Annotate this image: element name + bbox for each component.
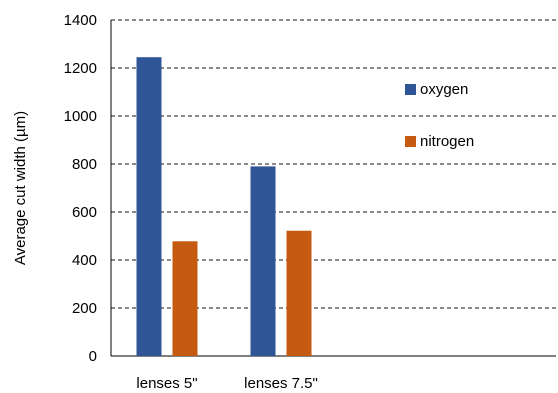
y-tick-label: 1000 <box>64 108 97 125</box>
bar-oxygen-2 <box>250 166 276 356</box>
x-tick-label: lenses 5" <box>136 375 197 392</box>
y-tick-label: 400 <box>72 252 97 269</box>
legend-label-nitrogen: nitrogen <box>420 133 474 150</box>
bar-nitrogen-2 <box>286 230 312 356</box>
x-tick-labels: lenses 5" lenses 7.5" <box>136 375 317 392</box>
x-tick-label: lenses 7.5" <box>244 375 318 392</box>
y-tick-label: 1200 <box>64 60 97 77</box>
legend-label-oxygen: oxygen <box>420 81 468 98</box>
legend: oxygen nitrogen <box>405 81 474 150</box>
legend-swatch-nitrogen <box>405 136 416 147</box>
y-tick-label: 1400 <box>64 12 97 29</box>
legend-swatch-oxygen <box>405 84 416 95</box>
y-tick-label: 800 <box>72 156 97 173</box>
y-tick-labels: 0 200 400 600 800 1000 1200 1400 <box>64 12 97 365</box>
y-tick-label: 0 <box>89 348 97 365</box>
bars <box>136 57 312 356</box>
y-axis-title: Average cut width (µm) <box>12 111 29 265</box>
y-tick-label: 600 <box>72 204 97 221</box>
bar-nitrogen-1 <box>172 241 198 356</box>
bar-oxygen-1 <box>136 57 162 356</box>
y-tick-label: 200 <box>72 300 97 317</box>
